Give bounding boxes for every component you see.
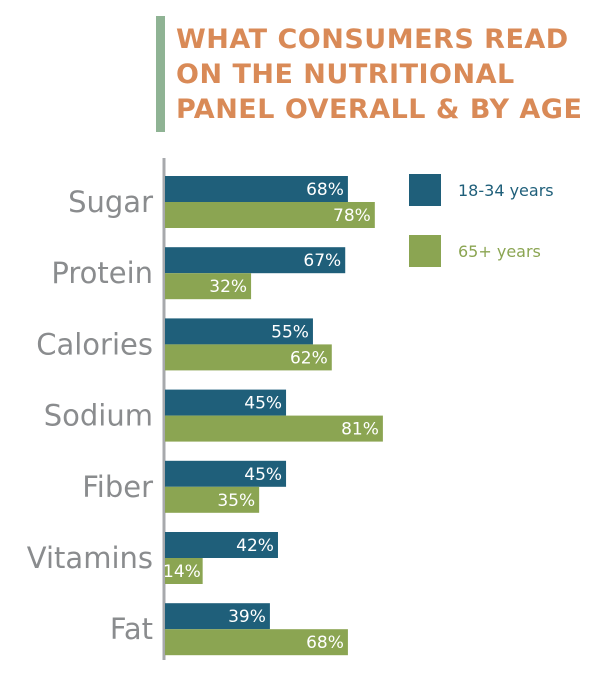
data-label-calories-65plus: 62% — [290, 348, 328, 368]
bar-sugar-18-34 — [165, 176, 348, 202]
chart-title: WHAT CONSUMERS READ ON THE NUTRITIONAL P… — [176, 22, 596, 127]
category-label-fiber: Fiber — [82, 470, 153, 504]
title-line-2: ON THE NUTRITIONAL — [176, 59, 515, 90]
bar-protein-65plus — [165, 273, 252, 300]
data-label-fat-65plus: 68% — [306, 633, 344, 653]
legend-swatch-65plus — [409, 235, 441, 267]
bar-sodium-65plus — [165, 415, 383, 442]
title-line-1: WHAT CONSUMERS READ — [176, 24, 569, 55]
category-label-sodium: Sodium — [44, 399, 153, 433]
title-accent-bar — [156, 16, 165, 132]
category-label-vitamins: Vitamins — [27, 541, 153, 575]
bar-protein-18-34 — [165, 247, 346, 274]
data-label-fiber-18-34: 45% — [244, 465, 282, 485]
legend-label-18-34: 18-34 years — [458, 181, 554, 200]
data-label-protein-65plus: 32% — [209, 277, 247, 297]
category-label-fat: Fat — [110, 612, 153, 646]
category-label-protein: Protein — [51, 256, 153, 290]
bar-vitamins-65plus — [165, 558, 203, 584]
category-label-calories: Calories — [36, 327, 153, 361]
bar-vitamins-18-34 — [165, 532, 278, 558]
bar-sodium-18-34 — [165, 389, 287, 416]
bar-fat-18-34 — [165, 603, 270, 630]
legend-label-65plus: 65+ years — [458, 242, 541, 261]
data-label-fat-18-34: 39% — [228, 607, 266, 627]
category-label-sugar: Sugar — [68, 185, 153, 219]
data-label-sodium-18-34: 45% — [244, 394, 282, 414]
bar-fiber-18-34 — [165, 460, 287, 487]
data-label-fiber-65plus: 35% — [217, 491, 255, 511]
legend-swatch-18-34 — [409, 174, 441, 206]
bar-calories-65plus — [165, 344, 332, 371]
data-label-vitamins-18-34: 42% — [236, 536, 274, 556]
data-label-vitamins-65plus: 14% — [163, 562, 201, 582]
bar-fat-65plus — [165, 629, 348, 656]
data-label-sugar-65plus: 78% — [333, 206, 371, 226]
data-label-sodium-65plus: 81% — [341, 420, 379, 440]
bar-calories-18-34 — [165, 318, 313, 345]
title-line-3: PANEL OVERALL & BY AGE — [176, 94, 583, 125]
bar-sugar-65plus — [165, 202, 375, 228]
data-label-protein-18-34: 67% — [303, 251, 341, 271]
bar-fiber-65plus — [165, 486, 260, 513]
data-label-sugar-18-34: 68% — [306, 180, 344, 200]
data-label-calories-18-34: 55% — [271, 322, 309, 342]
